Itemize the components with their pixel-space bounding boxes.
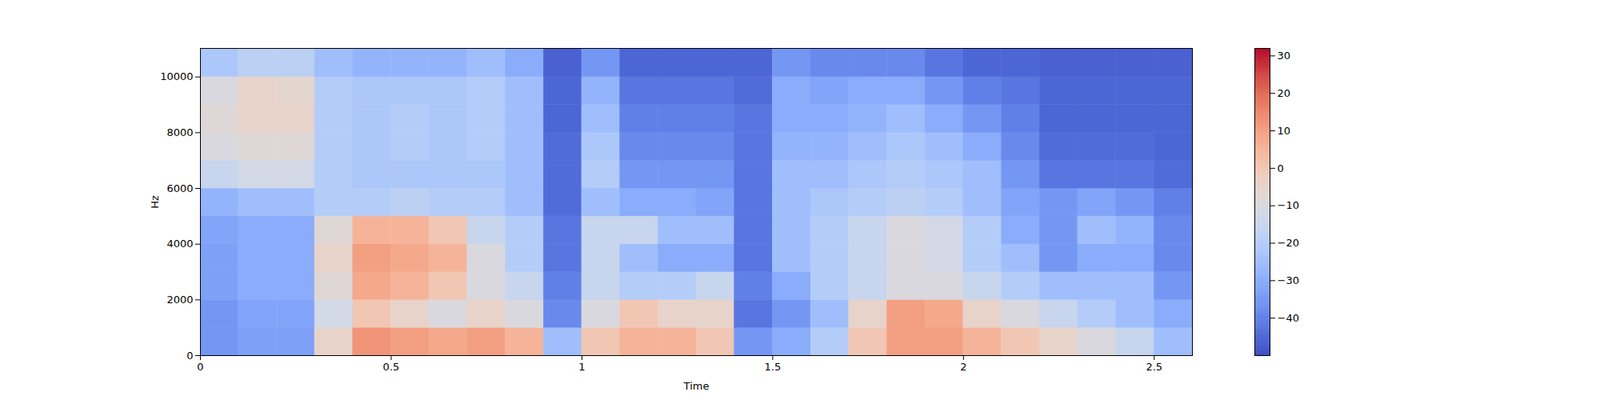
svg-text:0: 0 [186,349,193,362]
svg-text:−40: −40 [1277,312,1300,324]
svg-text:2: 2 [960,360,967,373]
svg-text:0.5: 0.5 [383,360,400,373]
svg-text:Hz: Hz [148,195,161,209]
svg-text:30: 30 [1277,49,1292,62]
svg-text:2000: 2000 [166,293,193,306]
svg-text:−30: −30 [1277,274,1300,287]
svg-text:4000: 4000 [166,237,193,250]
svg-text:−20: −20 [1277,236,1300,249]
svg-text:1: 1 [578,360,585,373]
svg-text:1.5: 1.5 [764,360,782,373]
svg-text:8000: 8000 [166,126,193,139]
svg-text:10: 10 [1277,124,1292,137]
svg-text:20: 20 [1277,87,1292,100]
svg-text:−10: −10 [1277,199,1300,212]
svg-text:0: 0 [196,360,204,373]
svg-text:0: 0 [1277,162,1284,175]
svg-text:2.5: 2.5 [1145,360,1163,373]
svg-text:6000: 6000 [166,182,193,195]
svg-text:10000: 10000 [160,70,193,83]
svg-text:Time: Time [683,380,710,392]
